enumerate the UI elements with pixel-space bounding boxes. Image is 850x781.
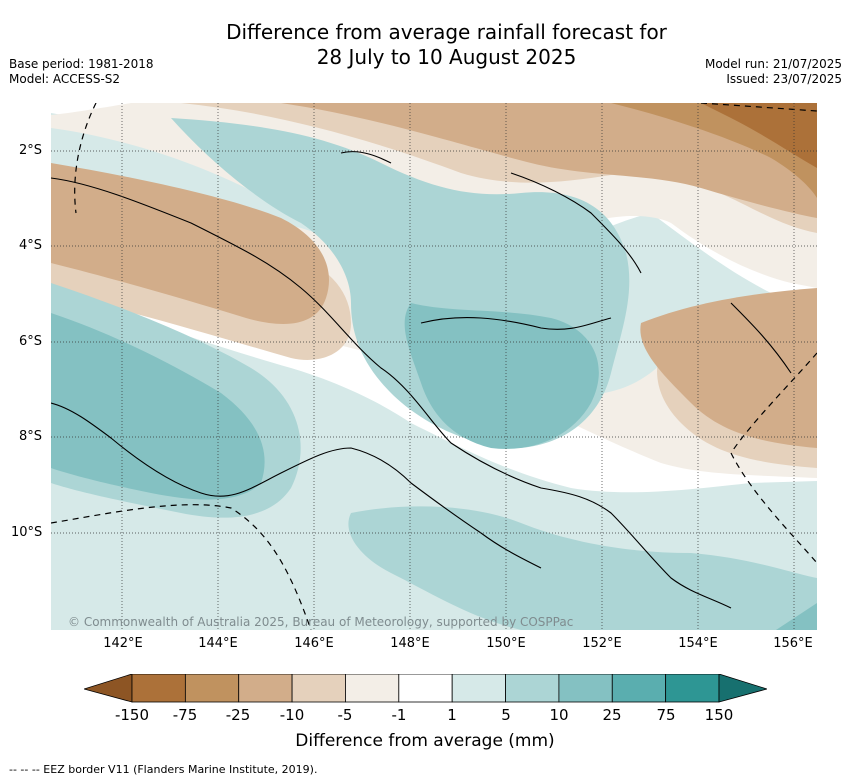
lon-label-144e: 144°E [198,636,238,651]
anomaly-fill-neg-75-150 [701,103,817,168]
lon-label-148e: 148°E [390,636,430,651]
colorbar-segment [665,674,720,703]
colorbar-segment [398,674,453,703]
anomaly-fill-neg-10-25 [281,103,817,218]
colorbar-segment [505,674,560,703]
eez-legend-note: -- -- -- EEZ border V11 (Flanders Marine… [9,763,318,776]
lat-label-6s: 6°S [19,334,43,349]
colorbar-extend-high [718,674,767,703]
png-north-coast [51,177,732,609]
colorbar-tick: 10 [549,706,569,724]
eez-border [51,103,817,630]
colorbar-tick: -75 [172,706,198,724]
lon-label-156e: 156°E [773,636,813,651]
colorbar-segment [558,674,613,703]
colorbar-segments [84,674,767,703]
map-svg [51,103,817,630]
issued-date: Issued: 23/07/2025 [726,72,842,86]
eez-north-east [700,103,817,112]
colorbar-tick: -150 [114,706,150,724]
lon-label-154e: 154°E [678,636,718,651]
anomaly-fill-pos-10-25-central [404,303,599,449]
lon-label-150e: 150°E [486,636,526,651]
coastlines [51,151,792,609]
anomaly-fill-neg-10-25-west [51,163,329,324]
meta-right: Model run: 21/07/2025 Issued: 23/07/2025 [705,57,842,87]
copyright-text: © Commonwealth of Australia 2025, Bureau… [68,615,574,629]
colorbar-segment [345,674,400,703]
colorbar-label: Difference from average (mm) [295,731,555,751]
bougainville-coast [730,302,792,374]
title-line-1: Difference from average rainfall forecas… [226,20,667,44]
title-line-2: 28 July to 10 August 2025 [316,45,577,69]
lat-label-4s: 4°S [19,238,43,253]
colorbar-extend-low [84,674,133,703]
colorbar-tick: 25 [602,706,622,724]
model-name: Model: ACCESS-S2 [9,72,121,86]
lon-label-152e: 152°E [582,636,622,651]
eez-south [51,504,312,630]
graticule [51,103,817,630]
colorbar-tick: 5 [501,706,511,724]
png-south-coast [51,402,542,569]
colorbar-segment [184,674,240,703]
colorbar-tick: 1 [447,706,457,724]
colorbar-tick: -25 [225,706,251,724]
anomaly-fill-pos-10-25-sw [51,313,265,500]
colorbar-tick: 150 [704,706,734,724]
colorbar-segment [451,674,506,703]
base-period: Base period: 1981-2018 [9,57,154,71]
colorbar-segment [238,674,293,703]
colorbar-segment [611,674,667,703]
colorbar-tick: -5 [337,706,353,724]
new-ireland-coast [340,151,642,274]
model-run: Model run: 21/07/2025 [704,57,842,71]
anomaly-fill-pos-10-25-se [776,603,817,630]
new-britain-coast [420,317,612,330]
anomaly-fill-pos-5-10-se [348,506,817,630]
colorbar-tick: -1 [391,706,407,724]
meta-left: Base period: 1981-2018 Model: ACCESS-S2 [9,57,154,87]
map-title: Difference from average rainfall forecas… [0,20,850,70]
colorbar-tick: -10 [279,706,305,724]
colorbar-tick: 75 [656,706,676,724]
colorbar-segment [291,674,346,703]
lon-label-146e: 146°E [294,636,334,651]
anomaly-fill-neg-10-25-east [640,288,817,448]
colorbar-segment [131,674,186,703]
lat-label-2s: 2°S [19,143,43,158]
lat-label-8s: 8°S [19,429,43,444]
lat-label-10s: 10°S [11,525,43,540]
eez-east [730,352,817,564]
rainfall-anomaly-map [51,103,817,630]
eez-north-west [74,103,97,214]
lon-label-142e: 142°E [103,636,143,651]
colorbar [84,674,767,703]
